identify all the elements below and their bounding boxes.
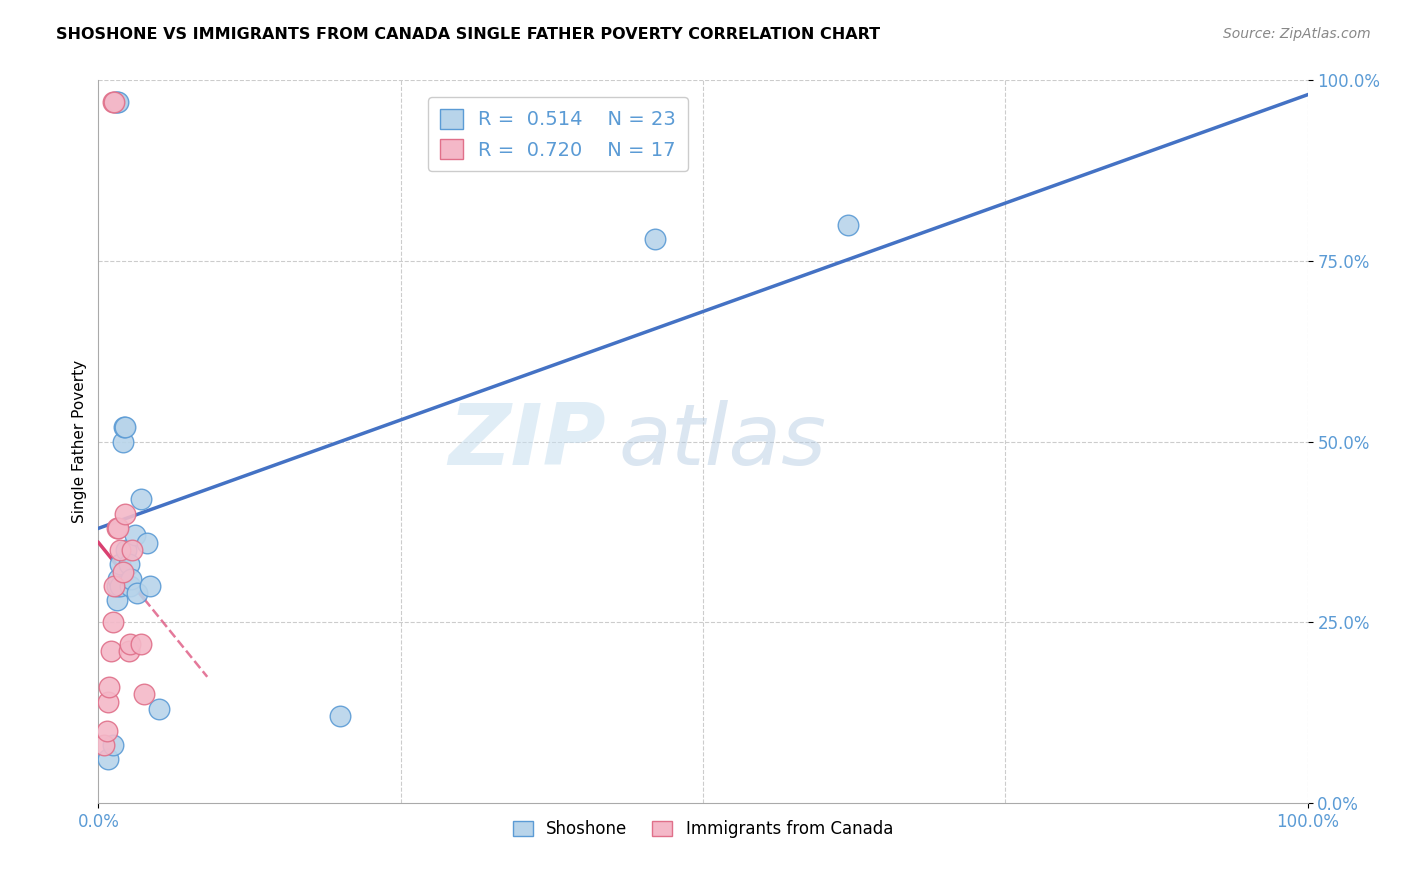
Point	[111, 565, 134, 579]
Point	[107, 95, 129, 109]
Point	[124, 528, 146, 542]
Point	[120, 572, 142, 586]
Point	[121, 542, 143, 557]
Legend: Shoshone, Immigrants from Canada: Shoshone, Immigrants from Canada	[506, 814, 900, 845]
Point	[105, 579, 128, 593]
Point	[127, 586, 149, 600]
Point	[108, 558, 131, 572]
Point	[115, 542, 138, 557]
Point	[118, 558, 141, 572]
Point	[111, 434, 134, 449]
Point	[118, 579, 141, 593]
Point	[104, 95, 127, 109]
Point	[93, 738, 115, 752]
Point	[644, 232, 666, 246]
Point	[103, 95, 125, 109]
Point	[100, 644, 122, 658]
Point	[98, 680, 121, 694]
Point	[837, 218, 859, 232]
Point	[97, 695, 120, 709]
Point	[103, 579, 125, 593]
Point	[107, 521, 129, 535]
Text: Source: ZipAtlas.com: Source: ZipAtlas.com	[1223, 27, 1371, 41]
Point	[129, 637, 152, 651]
Point	[105, 95, 128, 109]
Point	[105, 521, 128, 535]
Point	[105, 593, 128, 607]
Point	[101, 615, 124, 630]
Point	[112, 420, 135, 434]
Point	[134, 687, 156, 701]
Text: ZIP: ZIP	[449, 400, 606, 483]
Point	[108, 542, 131, 557]
Point	[129, 492, 152, 507]
Text: atlas: atlas	[619, 400, 827, 483]
Point	[107, 572, 129, 586]
Point	[108, 579, 131, 593]
Point	[96, 723, 118, 738]
Point	[114, 507, 136, 521]
Point	[97, 752, 120, 766]
Point	[101, 95, 124, 109]
Point	[101, 738, 124, 752]
Y-axis label: Single Father Poverty: Single Father Poverty	[72, 360, 87, 523]
Text: SHOSHONE VS IMMIGRANTS FROM CANADA SINGLE FATHER POVERTY CORRELATION CHART: SHOSHONE VS IMMIGRANTS FROM CANADA SINGL…	[56, 27, 880, 42]
Point	[148, 702, 170, 716]
Point	[329, 709, 352, 723]
Point	[118, 637, 141, 651]
Point	[135, 535, 157, 549]
Point	[139, 579, 162, 593]
Point	[114, 420, 136, 434]
Point	[118, 644, 141, 658]
